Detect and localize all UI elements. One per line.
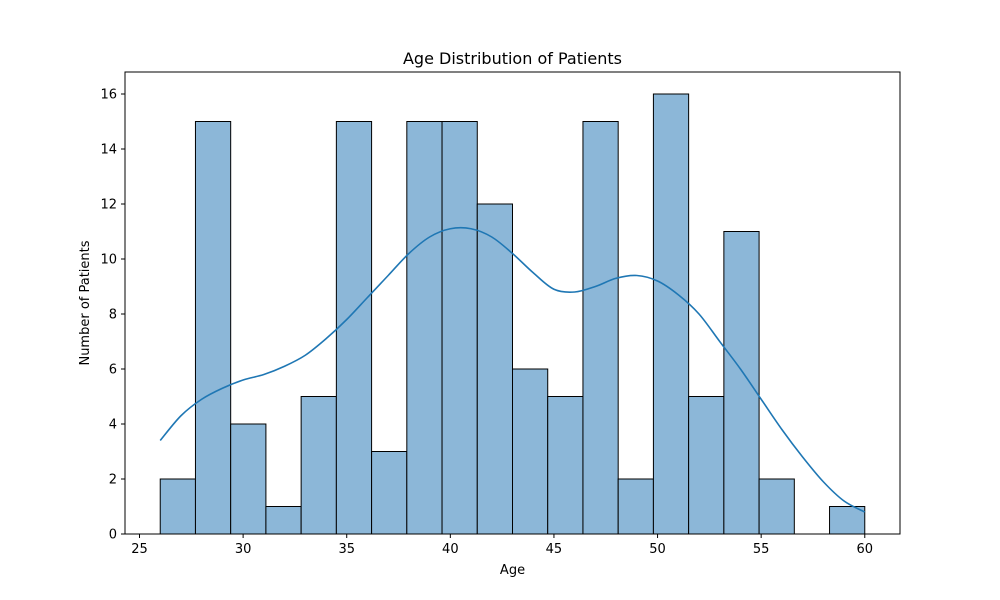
x-axis-label: Age [500, 563, 525, 578]
y-tick-label: 14 [100, 143, 117, 158]
y-tick-label: 10 [100, 253, 117, 268]
histogram-bar [300, 396, 337, 535]
kde-layer [159, 226, 866, 513]
x-tick-label: 30 [235, 542, 252, 557]
x-tick-label: 40 [442, 542, 459, 557]
x-tick-label: 45 [546, 542, 563, 557]
x-tick-label: 50 [649, 542, 666, 557]
y-tick-label: 6 [109, 363, 117, 378]
y-tick-label: 8 [109, 308, 117, 323]
histogram-bar [194, 121, 232, 535]
histogram-bar [723, 231, 760, 535]
bars-layer [159, 93, 866, 535]
chart-title: Age Distribution of Patients [403, 49, 622, 68]
y-tick-label: 0 [109, 528, 117, 543]
y-tick-label: 12 [100, 198, 117, 213]
histogram-bar [758, 478, 795, 535]
x-tick-label: 60 [856, 542, 873, 557]
x-tick-label: 25 [131, 542, 148, 557]
x-tick-label: 55 [753, 542, 770, 557]
histogram-bar [512, 368, 549, 535]
histogram-bar [335, 121, 373, 535]
histogram-bar [688, 396, 725, 535]
y-tick-label: 4 [109, 418, 117, 433]
histogram-bar [230, 423, 267, 535]
histogram-bar [441, 121, 478, 535]
histogram-bar [371, 451, 408, 535]
kde-curve [159, 226, 866, 513]
histogram-bar [652, 93, 690, 535]
histogram-bar [476, 203, 514, 535]
x-ticks: 25 30 35 40 45 50 55 60 [131, 534, 873, 557]
histogram-bar [406, 121, 443, 535]
x-tick-label: 35 [338, 542, 355, 557]
histogram-bar [265, 506, 302, 535]
y-tick-label: 2 [109, 473, 117, 488]
y-axis-label: Number of Patients [78, 240, 93, 365]
histogram-bar [159, 478, 196, 535]
plot-frame [124, 71, 901, 535]
histogram-bar [582, 121, 619, 535]
y-ticks: 0 2 4 6 8 10 12 14 16 [100, 88, 125, 543]
y-tick-label: 16 [100, 88, 117, 103]
histogram-bar [829, 506, 866, 535]
histogram-bar [617, 478, 654, 535]
histogram-bar [547, 396, 584, 535]
